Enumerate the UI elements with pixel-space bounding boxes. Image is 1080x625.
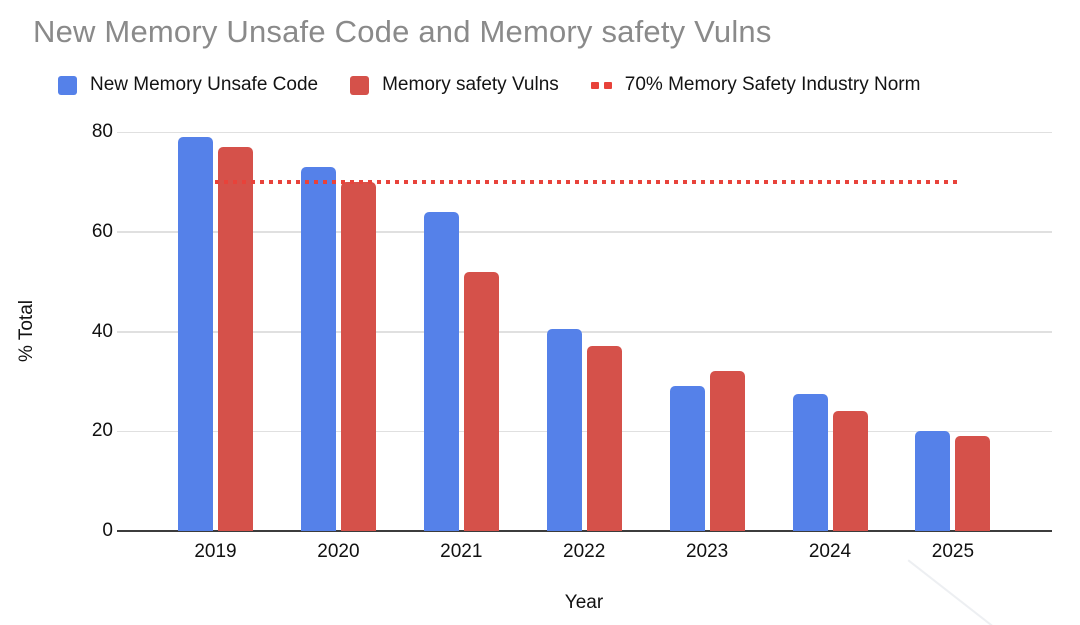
x-tick-label-2025: 2025 [931,541,975,562]
x-axis-baseline [117,530,1052,532]
gridline-60 [117,231,1052,233]
y-axis-title: % Total [16,300,37,362]
legend-label-industry-norm: 70% Memory Safety Industry Norm [624,74,921,95]
x-tick-label-2020: 2020 [317,541,360,562]
gridline-20 [117,430,1052,433]
legend-item-memory-safety-vulns: Memory safety Vulns [350,74,559,96]
red-square-swatch-icon [350,75,370,95]
x-tick-label-2019: 2019 [194,541,237,562]
blue-square-swatch-icon [58,75,77,95]
y-tick-label-40: 40 [91,320,113,342]
dotted-line-swatch-icon [590,81,612,89]
bar-2019-memory-safety-vulns [218,146,253,531]
x-axis-title: Year [564,592,604,613]
bar-2021-new-memory-unsafe-code [423,211,459,531]
gridline-40 [117,331,1052,333]
legend-label-memory-safety-vulns: Memory safety Vulns [382,74,559,95]
legend-label-new-memory-unsafe-code: New Memory Unsafe Code [90,74,319,95]
y-tick-label-0: 0 [102,520,113,541]
legend: New Memory Unsafe Code Memory safety Vul… [58,74,920,96]
bar-2023-memory-safety-vulns [709,371,745,531]
x-tick-label-2023: 2023 [685,541,729,562]
chart-title: New Memory Unsafe Code and Memory safety… [33,14,772,49]
x-tick-label-2022: 2022 [563,541,606,562]
bar-2023-new-memory-unsafe-code [669,386,705,531]
bar-2025-memory-safety-vulns [955,436,991,531]
legend-item-industry-norm: 70% Memory Safety Industry Norm [590,74,921,96]
y-tick-label-20: 20 [91,420,113,442]
bar-2025-new-memory-unsafe-code [915,431,951,531]
bar-2020-memory-safety-vulns [340,181,376,531]
industry-norm-dotted-line [215,179,957,184]
legend-item-new-memory-unsafe-code: New Memory Unsafe Code [58,74,318,96]
y-tick-label-80: 80 [91,121,113,142]
bar-2024-new-memory-unsafe-code [792,393,828,531]
bar-2024-memory-safety-vulns [832,411,868,531]
bar-2022-memory-safety-vulns [586,346,622,531]
x-tick-label-2024: 2024 [808,541,852,562]
bar-2020-new-memory-unsafe-code [300,166,336,531]
x-tick-label-2021: 2021 [440,541,483,562]
y-tick-label-60: 60 [91,220,113,242]
gridline-80 [117,131,1052,133]
bar-2021-memory-safety-vulns [463,271,499,531]
bar-2019-new-memory-unsafe-code [178,136,213,531]
bar-2022-new-memory-unsafe-code [546,329,582,531]
